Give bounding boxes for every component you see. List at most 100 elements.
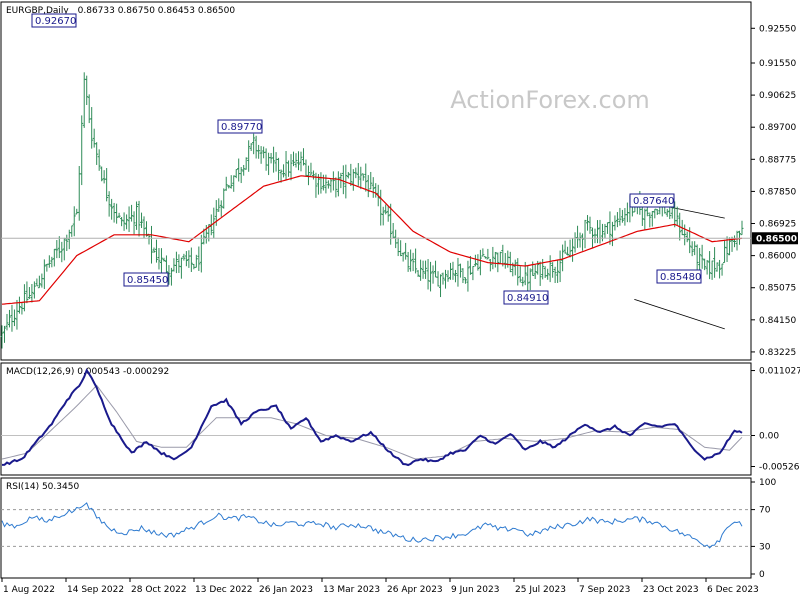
rsi-y-tick-label: 0	[759, 570, 765, 580]
ohlc-bar	[553, 266, 557, 283]
annotation-label: 0.92670	[35, 16, 76, 27]
annotation-label: 0.85450	[127, 275, 168, 286]
ohlc-bar	[105, 168, 109, 202]
ohlc-bar	[254, 135, 258, 159]
ohlc-bar	[172, 258, 176, 272]
symbol-label: EURGBP,Daily	[6, 6, 69, 16]
ohlc-bar	[424, 260, 428, 279]
ohlc-bar	[608, 211, 612, 245]
price-annotation: 0.89770	[217, 119, 263, 134]
ohlc-bar	[481, 248, 485, 257]
ohlc-bar	[508, 251, 512, 273]
ohlc-bar	[284, 150, 288, 180]
ohlc-bar	[257, 144, 261, 159]
ohlc-bar	[563, 240, 567, 254]
price-annotation: 0.85450	[123, 272, 169, 287]
ohlc-bar	[62, 237, 66, 261]
ohlc-bar	[650, 210, 654, 227]
ohlc-bar	[179, 257, 183, 279]
ohlc-bar	[299, 151, 303, 172]
x-tick-label: 13 Mar 2023	[323, 585, 380, 595]
ohlc-bar	[125, 214, 129, 230]
ohlc-bar	[613, 215, 617, 231]
ohlc-bar	[267, 152, 271, 176]
ohlc-bar	[431, 265, 435, 284]
ohlc-bar	[75, 208, 79, 215]
ohlc-bar	[306, 165, 310, 186]
ohlc-bar	[374, 183, 378, 198]
ohlc-bar	[591, 227, 595, 248]
ohlc-bar	[17, 296, 21, 314]
ohlc-bar	[483, 256, 487, 259]
macd-y-tick-label: -0.005267	[759, 463, 800, 473]
ohlc-bar	[531, 261, 535, 276]
ohlc-bar	[533, 264, 537, 280]
ohlc-bar	[42, 259, 46, 290]
ohlc-bar	[359, 166, 363, 190]
ohlc-bar	[222, 188, 226, 209]
ohlc-bar	[277, 157, 281, 181]
ohlc-bar	[419, 259, 423, 281]
ohlc-bar	[102, 170, 106, 184]
ohlc-bar	[244, 157, 248, 170]
annotation-label: 0.84910	[507, 293, 548, 304]
ohlc-bar	[349, 163, 353, 186]
ohlc-bar	[421, 260, 425, 279]
ohlc-bar	[137, 200, 141, 237]
ohlc-bar	[409, 249, 413, 272]
ohlc-bar	[595, 220, 599, 244]
ohlc-bar	[399, 240, 403, 257]
ohlc-bar	[526, 265, 530, 295]
ohlc-bar	[653, 208, 657, 219]
y-axis-labels: 0.92550 0.91550 0.90625 0.89700 0.88775 0.878…	[1, 24, 798, 358]
ohlc-bar	[571, 238, 575, 262]
ohlc-bar	[538, 261, 542, 286]
annotation-label: 0.87640	[633, 196, 674, 207]
y-tick-label: 0.90625	[759, 91, 796, 101]
ohlc-bar	[82, 72, 86, 128]
ohlc-bar	[95, 142, 99, 165]
ohlc-bar	[272, 146, 276, 173]
ohlc-bar	[488, 259, 492, 272]
ohlc-bar	[615, 212, 619, 228]
ohlc-bar	[468, 255, 472, 275]
price-annotation: 0.87640	[629, 193, 675, 208]
ohlc-bar	[319, 172, 323, 194]
ohlc-bar	[341, 165, 345, 195]
ohlc-bar	[37, 275, 41, 289]
ohlc-bar	[346, 171, 350, 179]
y-tick-label: 0.91550	[759, 59, 796, 69]
ohlc-bar	[65, 234, 69, 252]
ohlc-bar	[7, 309, 11, 328]
ohlc-bar	[27, 287, 31, 299]
main-panel-frame	[0, 1, 752, 361]
ohlc-bar	[239, 167, 243, 184]
ohlc-bar	[85, 75, 89, 106]
ohlc-bar	[304, 159, 308, 177]
macd-signal-line	[1, 384, 743, 460]
price-annotation: 0.84910	[503, 290, 549, 305]
ohlc-bar	[461, 268, 465, 284]
x-tick-label: 23 Oct 2023	[643, 585, 699, 595]
channel-lines	[634, 205, 725, 330]
price-annotation: 0.85480	[656, 269, 702, 284]
ohlc-bar	[441, 272, 445, 285]
ohlc-bar	[463, 277, 467, 284]
x-tick-label: 25 Jul 2023	[515, 585, 566, 595]
ohlc-bar	[10, 304, 14, 332]
ohlc-bar	[249, 143, 253, 152]
ohlc-bar	[309, 162, 313, 176]
price-annotations: 0.92670 0.89770 0.85450 0.84910 0.87640 0.854…	[31, 13, 702, 305]
ohlc-bar	[159, 248, 163, 273]
ohlc-bar	[197, 246, 201, 271]
y-tick-label: 0.88775	[759, 155, 796, 165]
ohlc-bar	[259, 146, 263, 164]
ohlc-bar	[683, 224, 687, 246]
ohlc-bar	[184, 251, 188, 267]
ohlc-bar	[558, 250, 562, 283]
annotation-label: 0.85480	[660, 272, 701, 283]
macd-panel-frame	[0, 362, 752, 476]
ohlc-bar	[578, 232, 582, 248]
rsi-line	[1, 502, 743, 549]
x-tick-label: 1 Aug 2022	[3, 585, 55, 595]
